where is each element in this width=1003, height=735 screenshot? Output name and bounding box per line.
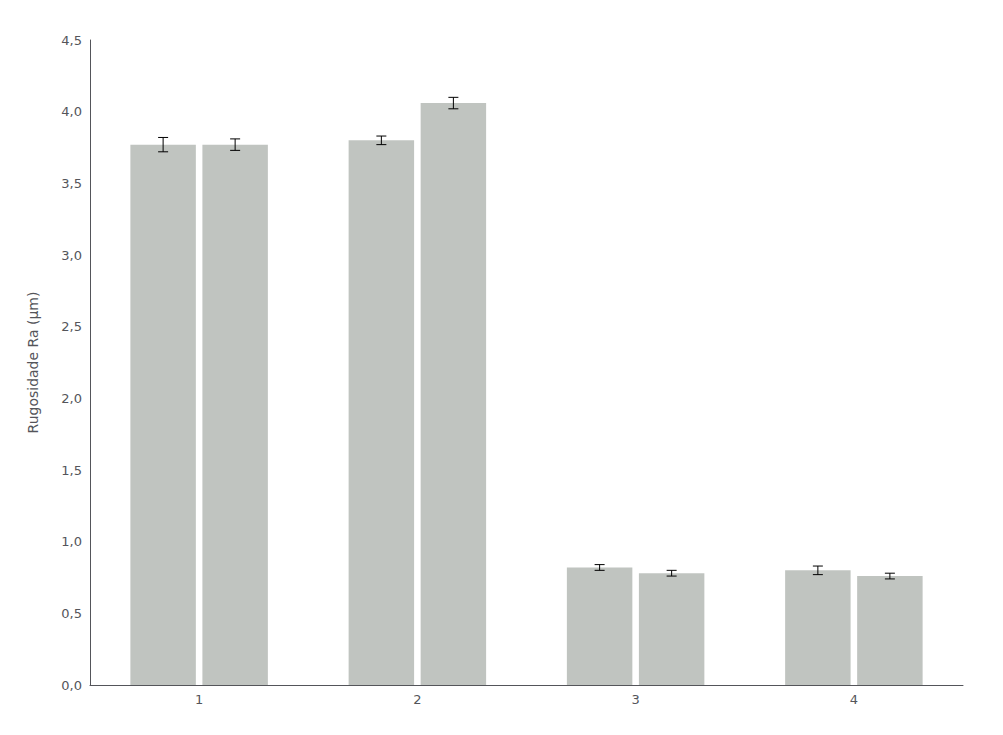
svg-text:1: 1 [195,692,203,707]
svg-text:3,0: 3,0 [61,248,82,263]
svg-text:2,5: 2,5 [61,319,82,334]
svg-text:1,0: 1,0 [61,534,82,549]
svg-text:0,5: 0,5 [61,606,82,621]
svg-text:4: 4 [850,692,858,707]
svg-text:1,5: 1,5 [61,463,82,478]
svg-text:3: 3 [631,692,639,707]
svg-text:4,0: 4,0 [61,104,82,119]
svg-text:4,5: 4,5 [61,33,82,48]
svg-text:2,0: 2,0 [61,391,82,406]
svg-text:0,0: 0,0 [61,678,82,693]
svg-text:3,5: 3,5 [61,176,82,191]
svg-text:Rugosidade Ra (μm): Rugosidade Ra (μm) [25,292,41,434]
svg-text:2: 2 [413,692,421,707]
